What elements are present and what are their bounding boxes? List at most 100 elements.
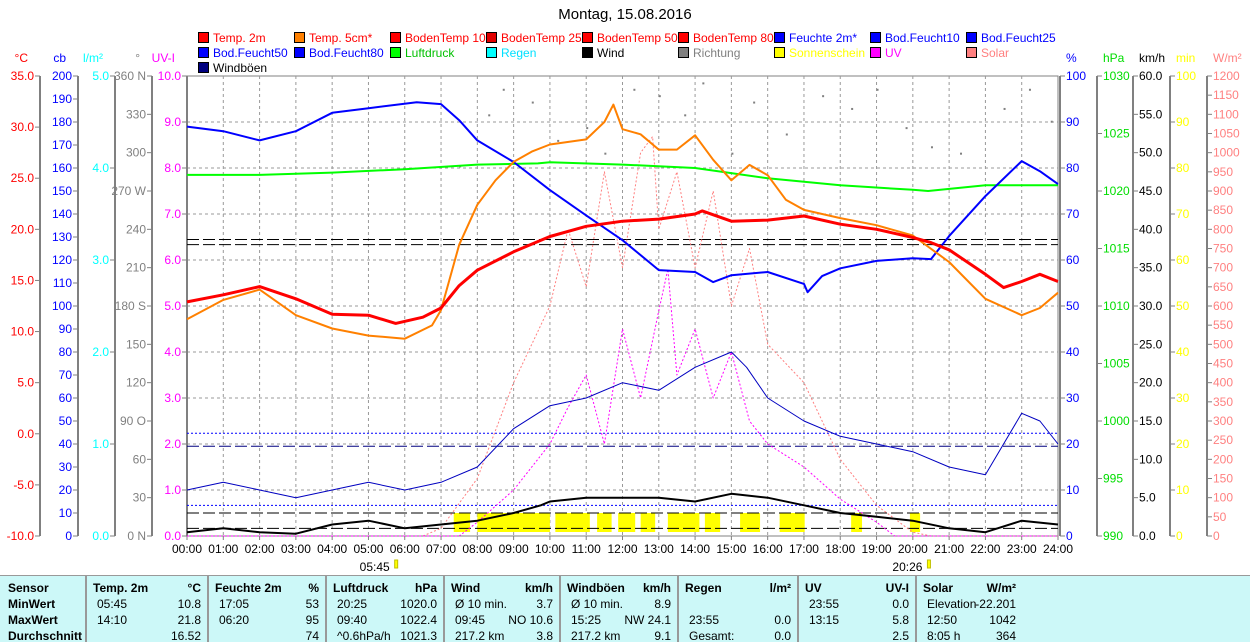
- axis-tick-label: 150: [1213, 472, 1233, 486]
- legend-label: Solar: [981, 46, 1010, 60]
- axis-tick-label: 20: [59, 483, 73, 497]
- axis-unit: hPa: [1103, 51, 1125, 65]
- stat-value: 1021.3: [400, 629, 437, 643]
- axis-tick-label: 20: [1176, 437, 1190, 451]
- wind-direction-point: [905, 127, 908, 130]
- legend-item: BodenTemp 80: [678, 31, 774, 45]
- sunshine-bar: [851, 513, 863, 532]
- wind-direction-point: [960, 152, 963, 155]
- stat-value: 16.52: [170, 629, 201, 643]
- axis-tick-label: 1050: [1213, 127, 1240, 141]
- block-header: Wind: [451, 581, 481, 595]
- axis-tick-label: 450: [1213, 357, 1233, 371]
- axis-tick-label: 170: [52, 138, 72, 152]
- axis-tick-label: 40: [1066, 345, 1080, 359]
- stat-value: 1022.4: [400, 613, 437, 627]
- block-header: Windböen: [567, 581, 625, 595]
- axis-tick-label: 0.0: [92, 529, 109, 543]
- stat-label: 09:40: [337, 613, 368, 627]
- legend-item: Solar: [966, 46, 1009, 60]
- sunshine-bar: [740, 513, 761, 532]
- axis-tick-label: 100: [1176, 69, 1196, 83]
- sunshine-bar: [477, 513, 550, 532]
- stat-label: Elevation: [927, 597, 977, 611]
- axis-tick-label: 650: [1213, 280, 1233, 294]
- series-line-temp-2m: [186, 209, 1059, 325]
- axis-tick-label: 30: [59, 460, 73, 474]
- axis-tick-label: 210: [126, 261, 146, 275]
- wind-direction-point: [586, 127, 589, 130]
- axis-tick-label: 60: [133, 452, 147, 466]
- axis-tick-label: 60: [59, 391, 73, 405]
- x-tick-label: 21:00: [934, 542, 964, 556]
- legend-swatch: [486, 32, 497, 43]
- axis-unit: l/m²: [83, 51, 103, 65]
- axis-tick-label: 1150: [1213, 88, 1239, 102]
- axis-tick-label: 50: [1176, 299, 1190, 313]
- stat-label: 13:15: [809, 613, 840, 627]
- axis-tick-label: 1200: [1213, 69, 1240, 83]
- legend-item: BodenTemp 50: [582, 31, 678, 45]
- axis-tick-label: 270 W: [111, 184, 146, 198]
- axis-tick-label: 70: [1176, 207, 1190, 221]
- axis-tick-label: 90 O: [120, 414, 146, 428]
- sunshine-bar: [640, 513, 656, 532]
- axis-unit: %: [1066, 51, 1077, 65]
- x-tick-label: 12:00: [607, 542, 637, 556]
- axis-tick-label: 300: [1213, 414, 1233, 428]
- wind-direction-point: [731, 152, 734, 155]
- wind-direction-point: [1028, 88, 1031, 91]
- legend-swatch: [678, 32, 689, 43]
- x-tick-label: 02:00: [245, 542, 275, 556]
- block-unit: hPa: [414, 581, 437, 595]
- legend-item: Richtung: [678, 46, 740, 60]
- stat-value: 0.0: [892, 597, 909, 611]
- axis-tick-label: 350: [1213, 395, 1233, 409]
- axis-tick-label: 60: [1066, 253, 1080, 267]
- stat-label: 14:10: [97, 613, 128, 627]
- axis-tick-label: 80: [1066, 161, 1080, 175]
- stat-value: 364: [995, 629, 1016, 643]
- stat-label: ^0.6hPa/h: [337, 629, 391, 643]
- axis-unit: W/m²: [1213, 51, 1242, 65]
- axis-tick-label: 10: [1176, 483, 1190, 497]
- axis-tick-label: 30: [1176, 391, 1190, 405]
- block-unit: l/m²: [769, 581, 791, 595]
- axis-tick-label: 60.0: [1139, 69, 1163, 83]
- legend-item: Temp. 5cm*: [294, 31, 372, 45]
- stat-value: 53: [305, 597, 319, 611]
- legend-swatch: [870, 32, 881, 43]
- legend-item: Luftdruck: [390, 46, 454, 60]
- axis-tick-label: 45.0: [1139, 184, 1163, 198]
- axis-tick-label: 1030: [1103, 69, 1130, 83]
- stat-value: 8.9: [654, 597, 671, 611]
- axis-tick-label: 750: [1213, 242, 1233, 256]
- stat-label: 15:25: [571, 613, 602, 627]
- axis-tick-label: 140: [52, 207, 72, 221]
- legend-label: Bod.Feucht80: [309, 46, 384, 60]
- axis-tick-label: 2.0: [164, 437, 181, 451]
- sunshine-bar: [555, 513, 590, 532]
- legend-label: BodenTemp 80: [693, 31, 774, 45]
- axis-tick-label: 120: [52, 253, 72, 267]
- axis-tick-label: 1010: [1103, 299, 1130, 313]
- column-separator: [797, 576, 799, 642]
- axis-tick-label: 50: [1213, 510, 1227, 524]
- axis-tick-label: 100: [1213, 491, 1233, 505]
- wind-direction-point: [488, 114, 491, 117]
- legend-item: Bod.Feucht50: [198, 46, 288, 60]
- x-tick-label: 04:00: [317, 542, 347, 556]
- axis-tick-label: 330: [126, 107, 146, 121]
- sunshine-bar: [667, 513, 700, 532]
- legend-item: Temp. 2m: [198, 31, 266, 45]
- axis-tick-label: 55.0: [1139, 107, 1163, 121]
- legend-label: UV: [885, 46, 902, 60]
- x-tick-label: 17:00: [789, 542, 819, 556]
- row-label: MaxWert: [8, 613, 58, 627]
- axis-tick-label: 360 N: [114, 69, 146, 83]
- x-tick-label: 06:00: [390, 542, 420, 556]
- sunshine-bar: [909, 513, 921, 532]
- stat-value: 74: [305, 629, 319, 643]
- stat-value: 5.8: [892, 613, 909, 627]
- stat-value: 1042: [989, 613, 1016, 627]
